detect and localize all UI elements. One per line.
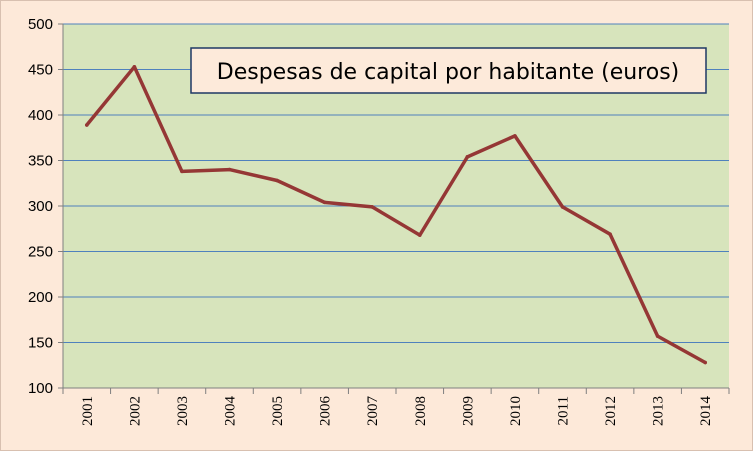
series-line bbox=[85, 65, 707, 365]
y-tick-label: 150 bbox=[28, 335, 53, 352]
y-tick-label: 300 bbox=[28, 198, 53, 215]
data-point bbox=[370, 205, 375, 209]
y-tick-label: 500 bbox=[28, 16, 53, 33]
y-tick-label: 100 bbox=[28, 380, 53, 397]
data-point bbox=[703, 360, 708, 365]
x-tick-label: 2007 bbox=[365, 396, 381, 427]
y-tick-label: 250 bbox=[28, 244, 53, 261]
x-tick-label: 2014 bbox=[698, 396, 714, 427]
x-tick-label: 2004 bbox=[223, 396, 239, 427]
y-tick-label: 200 bbox=[28, 289, 53, 306]
data-point bbox=[227, 167, 232, 172]
data-point bbox=[655, 334, 660, 338]
data-point bbox=[84, 123, 89, 127]
y-tick-label: 350 bbox=[28, 153, 53, 170]
y-tick-label: 450 bbox=[28, 62, 53, 79]
data-point bbox=[180, 169, 184, 174]
x-tick-label: 2008 bbox=[413, 396, 429, 426]
x-tick-label: 2012 bbox=[603, 396, 619, 426]
x-tick-label: 2011 bbox=[556, 396, 572, 425]
x-tick-label: 2010 bbox=[508, 396, 524, 426]
data-point bbox=[465, 155, 470, 159]
chart-title-box bbox=[190, 47, 707, 94]
x-tick-label: 2001 bbox=[80, 396, 96, 426]
x-tick-label: 2009 bbox=[460, 396, 476, 426]
data-point bbox=[513, 134, 517, 138]
data-point bbox=[417, 233, 422, 237]
x-tick-label: 2003 bbox=[175, 396, 191, 426]
x-tick-label: 2005 bbox=[270, 396, 286, 426]
x-tick-label: 2006 bbox=[318, 396, 334, 427]
x-tick-label: 2013 bbox=[651, 396, 667, 426]
data-point bbox=[322, 200, 327, 205]
data-point bbox=[608, 232, 612, 237]
data-point bbox=[560, 205, 565, 209]
data-point bbox=[132, 64, 137, 69]
x-tick-label: 2002 bbox=[127, 396, 143, 426]
data-point bbox=[275, 178, 279, 183]
chart-title: Despesas de capital por habitante (euros… bbox=[217, 60, 680, 85]
y-tick-label: 400 bbox=[28, 107, 53, 124]
